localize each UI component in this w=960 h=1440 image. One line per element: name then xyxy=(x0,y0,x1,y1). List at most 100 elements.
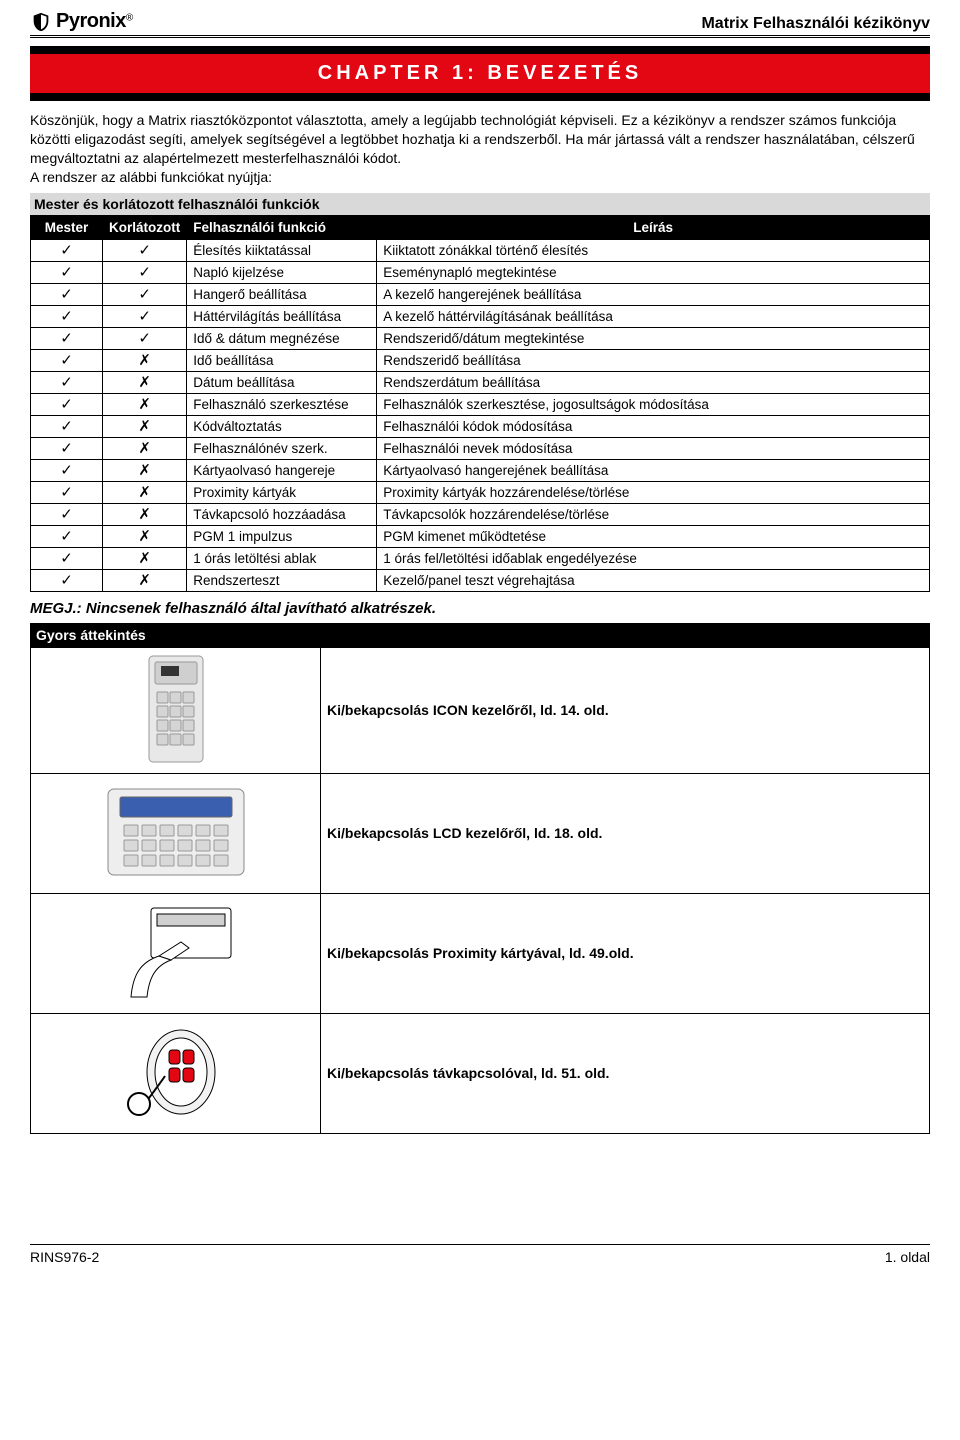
cell-master: ✓ xyxy=(31,371,103,393)
cell-master: ✓ xyxy=(31,547,103,569)
quick-device-cell xyxy=(31,773,321,893)
cell-desc: Távkapcsolók hozzárendelése/törlése xyxy=(377,503,930,525)
footer-page-num: 1. oldal xyxy=(885,1249,930,1265)
chapter-title-text: CHAPTER 1: BEVEZETÉS xyxy=(318,62,642,84)
cell-master: ✓ xyxy=(31,415,103,437)
chapter-heading: CHAPTER 1: BEVEZETÉS xyxy=(30,46,930,101)
lcd-keypad-icon xyxy=(106,787,246,880)
quick-row: Ki/bekapcsolás távkapcsolóval, ld. 51. o… xyxy=(31,1013,930,1133)
table-row: ✓✗Proximity kártyákProximity kártyák hoz… xyxy=(31,481,930,503)
functions-table: Mester Korlátozott Felhasználói funkció … xyxy=(30,215,930,592)
page-header: Pyronix® Matrix Felhasználói kézikönyv xyxy=(30,10,930,38)
quick-row: Ki/bekapcsolás LCD kezelőről, ld. 18. ol… xyxy=(31,773,930,893)
quick-label-cell: Ki/bekapcsolás ICON kezelőről, ld. 14. o… xyxy=(321,647,930,773)
cell-limited: ✗ xyxy=(103,459,187,481)
table-row: ✓✗KódváltoztatásFelhasználói kódok módos… xyxy=(31,415,930,437)
quick-label-cell: Ki/bekapcsolás LCD kezelőről, ld. 18. ol… xyxy=(321,773,930,893)
cell-desc: Felhasználói nevek módosítása xyxy=(377,437,930,459)
th-desc: Leírás xyxy=(377,215,930,239)
cell-master: ✓ xyxy=(31,503,103,525)
cell-master: ✓ xyxy=(31,261,103,283)
cell-desc: PGM kimenet működtetése xyxy=(377,525,930,547)
cell-master: ✓ xyxy=(31,393,103,415)
cell-desc: A kezelő hangerejének beállítása xyxy=(377,283,930,305)
brand-name: Pyronix® xyxy=(56,10,133,33)
cell-limited: ✗ xyxy=(103,569,187,591)
keyfob-icon xyxy=(121,1022,231,1125)
cell-master: ✓ xyxy=(31,525,103,547)
cell-limited: ✗ xyxy=(103,525,187,547)
cell-function: Hangerő beállítása xyxy=(187,283,377,305)
cell-master: ✓ xyxy=(31,349,103,371)
cell-limited: ✓ xyxy=(103,327,187,349)
cell-function: Rendszerteszt xyxy=(187,569,377,591)
cell-master: ✓ xyxy=(31,569,103,591)
cell-master: ✓ xyxy=(31,305,103,327)
cell-desc: 1 órás fel/letöltési időablak engedélyez… xyxy=(377,547,930,569)
cell-master: ✓ xyxy=(31,481,103,503)
cell-limited: ✗ xyxy=(103,415,187,437)
section-functions-heading: Mester és korlátozott felhasználói funkc… xyxy=(30,193,930,215)
table-row: ✓✗Felhasználó szerkesztéseFelhasználók s… xyxy=(31,393,930,415)
table-row: ✓✓Élesítés kiiktatássalKiiktatott zónákk… xyxy=(31,239,930,261)
table-row: ✓✓Napló kijelzéseEseménynapló megtekinté… xyxy=(31,261,930,283)
cell-function: Távkapcsoló hozzáadása xyxy=(187,503,377,525)
cell-limited: ✗ xyxy=(103,503,187,525)
cell-desc: Kártyaolvasó hangerejének beállítása xyxy=(377,459,930,481)
quick-device-cell xyxy=(31,647,321,773)
cell-function: Dátum beállítása xyxy=(187,371,377,393)
table-row: ✓✓Idő & dátum megnézéseRendszeridő/dátum… xyxy=(31,327,930,349)
cell-function: 1 órás letöltési ablak xyxy=(187,547,377,569)
cell-function: Háttérvilágítás beállítása xyxy=(187,305,377,327)
th-master: Mester xyxy=(31,215,103,239)
cell-desc: Kezelő/panel teszt végrehajtása xyxy=(377,569,930,591)
table-row: ✓✗Idő beállításaRendszeridő beállítása xyxy=(31,349,930,371)
cell-limited: ✗ xyxy=(103,393,187,415)
cell-master: ✓ xyxy=(31,239,103,261)
th-limited: Korlátozott xyxy=(103,215,187,239)
cell-function: Idő beállítása xyxy=(187,349,377,371)
prox-card-icon xyxy=(111,902,241,1005)
cell-desc: Proximity kártyák hozzárendelése/törlése xyxy=(377,481,930,503)
cell-desc: Felhasználói kódok módosítása xyxy=(377,415,930,437)
table-row: ✓✗Dátum beállításaRendszerdátum beállítá… xyxy=(31,371,930,393)
cell-desc: Rendszeridő beállítása xyxy=(377,349,930,371)
intro-paragraph: Köszönjük, hogy a Matrix riasztóközponto… xyxy=(30,111,930,187)
footer-doc-id: RINS976-2 xyxy=(30,1249,99,1265)
cell-desc: A kezelő háttérvilágításának beállítása xyxy=(377,305,930,327)
table-row: ✓✗Távkapcsoló hozzáadásaTávkapcsolók hoz… xyxy=(31,503,930,525)
shield-icon xyxy=(30,11,52,33)
quick-label-cell: Ki/bekapcsolás Proximity kártyával, ld. … xyxy=(321,893,930,1013)
table-row: ✓✗RendszertesztKezelő/panel teszt végreh… xyxy=(31,569,930,591)
cell-function: Proximity kártyák xyxy=(187,481,377,503)
cell-function: Kártyaolvasó hangereje xyxy=(187,459,377,481)
table-row: ✓✗Kártyaolvasó hangerejeKártyaolvasó han… xyxy=(31,459,930,481)
cell-function: Napló kijelzése xyxy=(187,261,377,283)
cell-function: Idő & dátum megnézése xyxy=(187,327,377,349)
table-row: ✓✓Hangerő beállításaA kezelő hangerejéne… xyxy=(31,283,930,305)
quick-device-cell xyxy=(31,1013,321,1133)
cell-limited: ✓ xyxy=(103,239,187,261)
cell-function: Élesítés kiiktatással xyxy=(187,239,377,261)
cell-master: ✓ xyxy=(31,283,103,305)
table-row: ✓✗1 órás letöltési ablak1 órás fel/letöl… xyxy=(31,547,930,569)
cell-master: ✓ xyxy=(31,437,103,459)
cell-desc: Kiiktatott zónákkal történő élesítés xyxy=(377,239,930,261)
th-function: Felhasználói funkció xyxy=(187,215,377,239)
table-row: ✓✗PGM 1 impulzusPGM kimenet működtetése xyxy=(31,525,930,547)
cell-master: ✓ xyxy=(31,327,103,349)
note-text: MEGJ.: Nincsenek felhasználó által javít… xyxy=(30,600,930,617)
cell-master: ✓ xyxy=(31,459,103,481)
icon-keypad-icon xyxy=(141,654,211,767)
cell-limited: ✗ xyxy=(103,437,187,459)
cell-desc: Rendszerdátum beállítása xyxy=(377,371,930,393)
page-footer: RINS976-2 1. oldal xyxy=(30,1244,930,1265)
cell-desc: Rendszeridő/dátum megtekintése xyxy=(377,327,930,349)
cell-limited: ✗ xyxy=(103,547,187,569)
cell-limited: ✓ xyxy=(103,305,187,327)
cell-limited: ✗ xyxy=(103,371,187,393)
quick-overview-heading: Gyors áttekintés xyxy=(30,623,930,647)
doc-title: Matrix Felhasználói kézikönyv xyxy=(701,15,930,33)
cell-desc: Felhasználók szerkesztése, jogosultságok… xyxy=(377,393,930,415)
quick-row: Ki/bekapcsolás ICON kezelőről, ld. 14. o… xyxy=(31,647,930,773)
